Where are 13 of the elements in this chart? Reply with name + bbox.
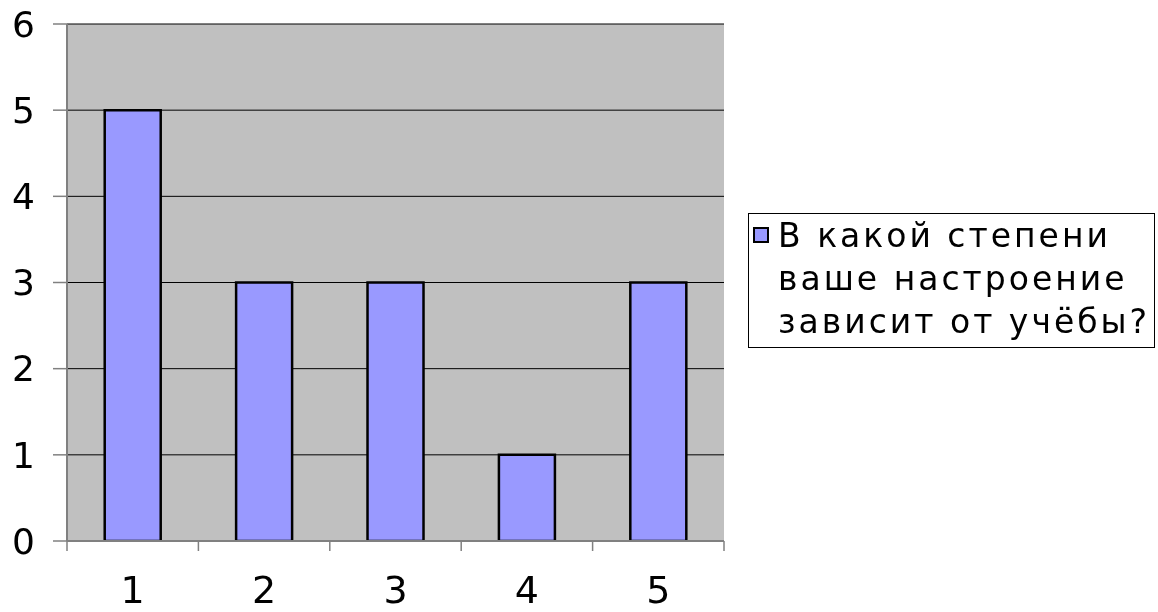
y-tick-label: 0: [12, 520, 35, 562]
y-tick-label: 3: [12, 262, 35, 304]
y-tick-label: 2: [12, 348, 35, 390]
y-tick-label: 6: [12, 3, 35, 45]
y-tick-label: 1: [12, 434, 35, 476]
x-tick-label: 5: [646, 568, 671, 612]
x-tick-label: 3: [383, 568, 408, 612]
legend-label: В какой степени ваше настроение зависит от учёбы?: [778, 215, 1152, 343]
x-tick-label: 2: [252, 568, 277, 612]
x-tick-label: 4: [514, 568, 539, 612]
y-tick-label: 4: [12, 176, 35, 218]
y-tick-label: 5: [12, 89, 35, 131]
x-tick-label: 1: [120, 568, 145, 612]
